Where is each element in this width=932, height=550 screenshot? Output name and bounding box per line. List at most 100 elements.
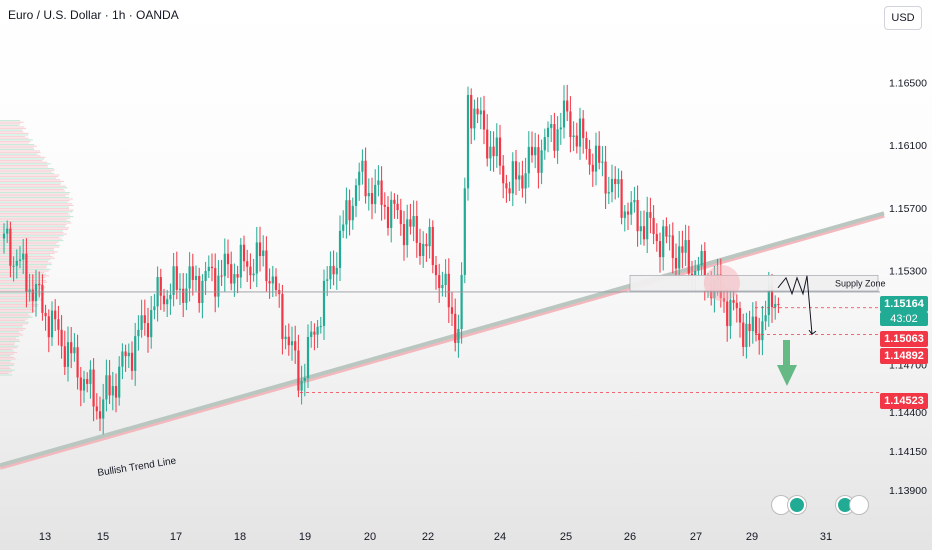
- candle-body: [380, 180, 383, 205]
- volume-profile-bar: [0, 158, 45, 160]
- volume-profile-bar: [0, 244, 60, 246]
- candle-body: [63, 346, 66, 367]
- candle-body: [607, 192, 610, 194]
- volume-profile-bar: [0, 352, 18, 354]
- candle-body: [105, 375, 108, 400]
- x-axis-tick-label: 22: [422, 531, 434, 543]
- candle-body: [310, 331, 313, 337]
- candle-body: [342, 224, 345, 231]
- volume-profile-bar: [0, 136, 26, 138]
- candle-body: [473, 108, 476, 129]
- candle-body: [665, 226, 668, 237]
- candle-body: [70, 342, 73, 354]
- candle-body: [470, 95, 473, 129]
- candle-body: [239, 244, 242, 278]
- volume-profile-bar: [0, 259, 51, 261]
- candle-body: [732, 300, 735, 303]
- volume-profile-bar: [0, 246, 60, 248]
- candle-body: [684, 240, 687, 253]
- volume-profile-bar: [0, 212, 69, 214]
- status-dot-icon[interactable]: [788, 496, 806, 514]
- candle-body: [108, 375, 111, 396]
- volume-profile-bar: [0, 358, 16, 360]
- highlight-circle: [704, 265, 740, 302]
- volume-profile-bar: [0, 137, 29, 139]
- currency-selector[interactable]: USD: [884, 6, 922, 30]
- volume-profile-bar: [0, 310, 37, 312]
- candle-body: [662, 226, 665, 258]
- candle-body: [28, 289, 31, 293]
- candle-body: [159, 277, 162, 296]
- candle-body: [550, 124, 553, 128]
- candle-body: [143, 315, 146, 324]
- candle-body: [294, 341, 297, 351]
- candle-body: [252, 273, 255, 276]
- candle-body: [658, 241, 662, 258]
- candle-body: [322, 280, 326, 327]
- volume-profile-bar: [0, 164, 48, 166]
- price-level-tag-b: 1.14892: [880, 348, 928, 364]
- candle-body: [601, 161, 604, 163]
- volume-profile-bar: [0, 270, 49, 272]
- candle-body: [396, 203, 399, 211]
- candle-body: [505, 183, 508, 189]
- candle-body: [358, 171, 361, 186]
- candle-body: [233, 274, 236, 284]
- y-axis-tick-label: 1.13900: [889, 485, 927, 497]
- volume-profile-bar: [0, 275, 50, 277]
- volume-profile-bar: [0, 128, 26, 130]
- candle-body: [50, 310, 54, 338]
- volume-profile-bar: [0, 204, 74, 206]
- candle-body: [457, 328, 460, 343]
- candle-body: [300, 380, 303, 391]
- candle-body: [220, 275, 223, 277]
- volume-profile-bar: [0, 145, 37, 147]
- down-arrow-icon: [777, 340, 797, 386]
- volume-profile-bar: [0, 230, 63, 232]
- candle-body: [754, 316, 758, 334]
- candle-body: [303, 378, 306, 381]
- candle-body: [44, 312, 47, 317]
- volume-profile-bar: [0, 304, 39, 306]
- volume-profile-bar: [0, 313, 29, 315]
- candle-body: [444, 273, 447, 286]
- candle-body: [537, 147, 540, 173]
- candle-body: [367, 193, 370, 197]
- bar-countdown-tag: 43:02: [880, 312, 928, 326]
- supply-zone-rect[interactable]: [629, 274, 879, 292]
- candle-body: [57, 319, 60, 330]
- x-axis-tick-label: 15: [97, 531, 109, 543]
- candle-body: [697, 265, 700, 271]
- volume-profile-bar: [0, 187, 68, 189]
- symbol-title[interactable]: Euro / U.S. Dollar · 1h · OANDA: [8, 8, 179, 22]
- volume-profile-bar: [0, 195, 66, 197]
- trend-line[interactable]: [0, 211, 885, 468]
- candle-body: [361, 160, 364, 172]
- candle-body: [594, 145, 598, 172]
- candle-body: [60, 329, 63, 347]
- candle-body: [121, 351, 124, 367]
- volume-profile-bar: [0, 126, 25, 128]
- volume-profile-bar: [0, 337, 16, 339]
- flag-icon[interactable]: [850, 496, 868, 514]
- volume-profile-bar: [0, 289, 40, 291]
- candle-body: [418, 242, 422, 257]
- volume-profile-bar: [0, 174, 60, 176]
- candle-body: [374, 184, 377, 205]
- x-axis-tick-label: 24: [494, 531, 506, 543]
- volume-profile-bar: [0, 219, 67, 221]
- volume-profile-bar: [0, 316, 33, 318]
- volume-profile-bar: [0, 320, 26, 322]
- volume-profile-bar: [0, 297, 41, 299]
- candle-body: [655, 234, 658, 242]
- volume-profile-bar: [0, 345, 19, 347]
- volume-profile-bar: [0, 152, 41, 154]
- candle-body: [617, 179, 620, 185]
- candle-body: [287, 336, 290, 346]
- volume-profile-bar: [0, 252, 55, 254]
- candle-body: [623, 211, 626, 218]
- candle-body: [479, 110, 482, 115]
- volume-profile-bar: [0, 273, 47, 275]
- trend-line-label: Bullish Trend Line: [97, 456, 178, 479]
